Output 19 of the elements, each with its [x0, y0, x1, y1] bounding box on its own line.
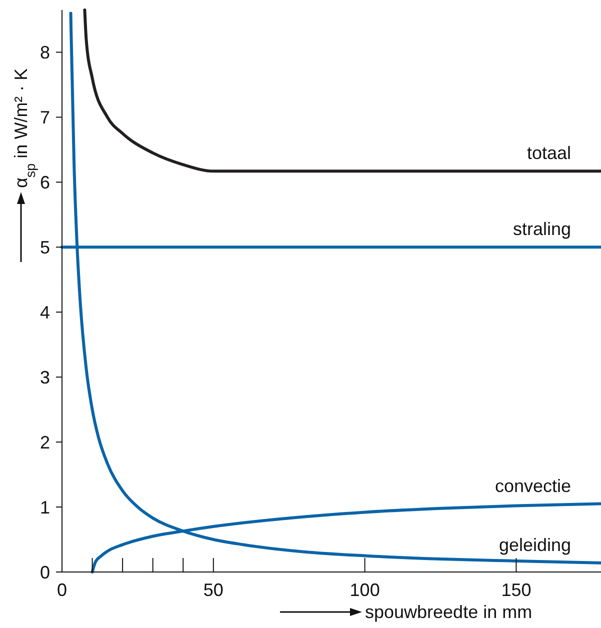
y-tick-label: 1: [40, 497, 50, 518]
x-tick-label: 0: [56, 580, 68, 600]
y-tick-label: 8: [40, 42, 50, 63]
y-tick-label: 3: [40, 367, 50, 388]
y-tick-label: 5: [40, 237, 50, 258]
x-tick-label: 150: [501, 580, 532, 600]
y-tick-label: 2: [40, 432, 50, 452]
y-tick-label: 7: [40, 108, 50, 128]
series-label: convectie: [494, 476, 571, 496]
x-tick-label: 50: [203, 580, 224, 600]
x-tick-label: 100: [350, 580, 380, 600]
y-tick-label: 4: [40, 302, 50, 322]
x-axis-title: spouwbreedte in mm: [365, 602, 532, 622]
series-label: totaal: [526, 143, 571, 164]
series-label: straling: [512, 219, 571, 240]
line-series: [83, 8, 601, 173]
series-label: geleiding: [498, 534, 571, 555]
y-tick-label: 0: [40, 562, 50, 582]
y-tick-label: 6: [40, 172, 50, 192]
